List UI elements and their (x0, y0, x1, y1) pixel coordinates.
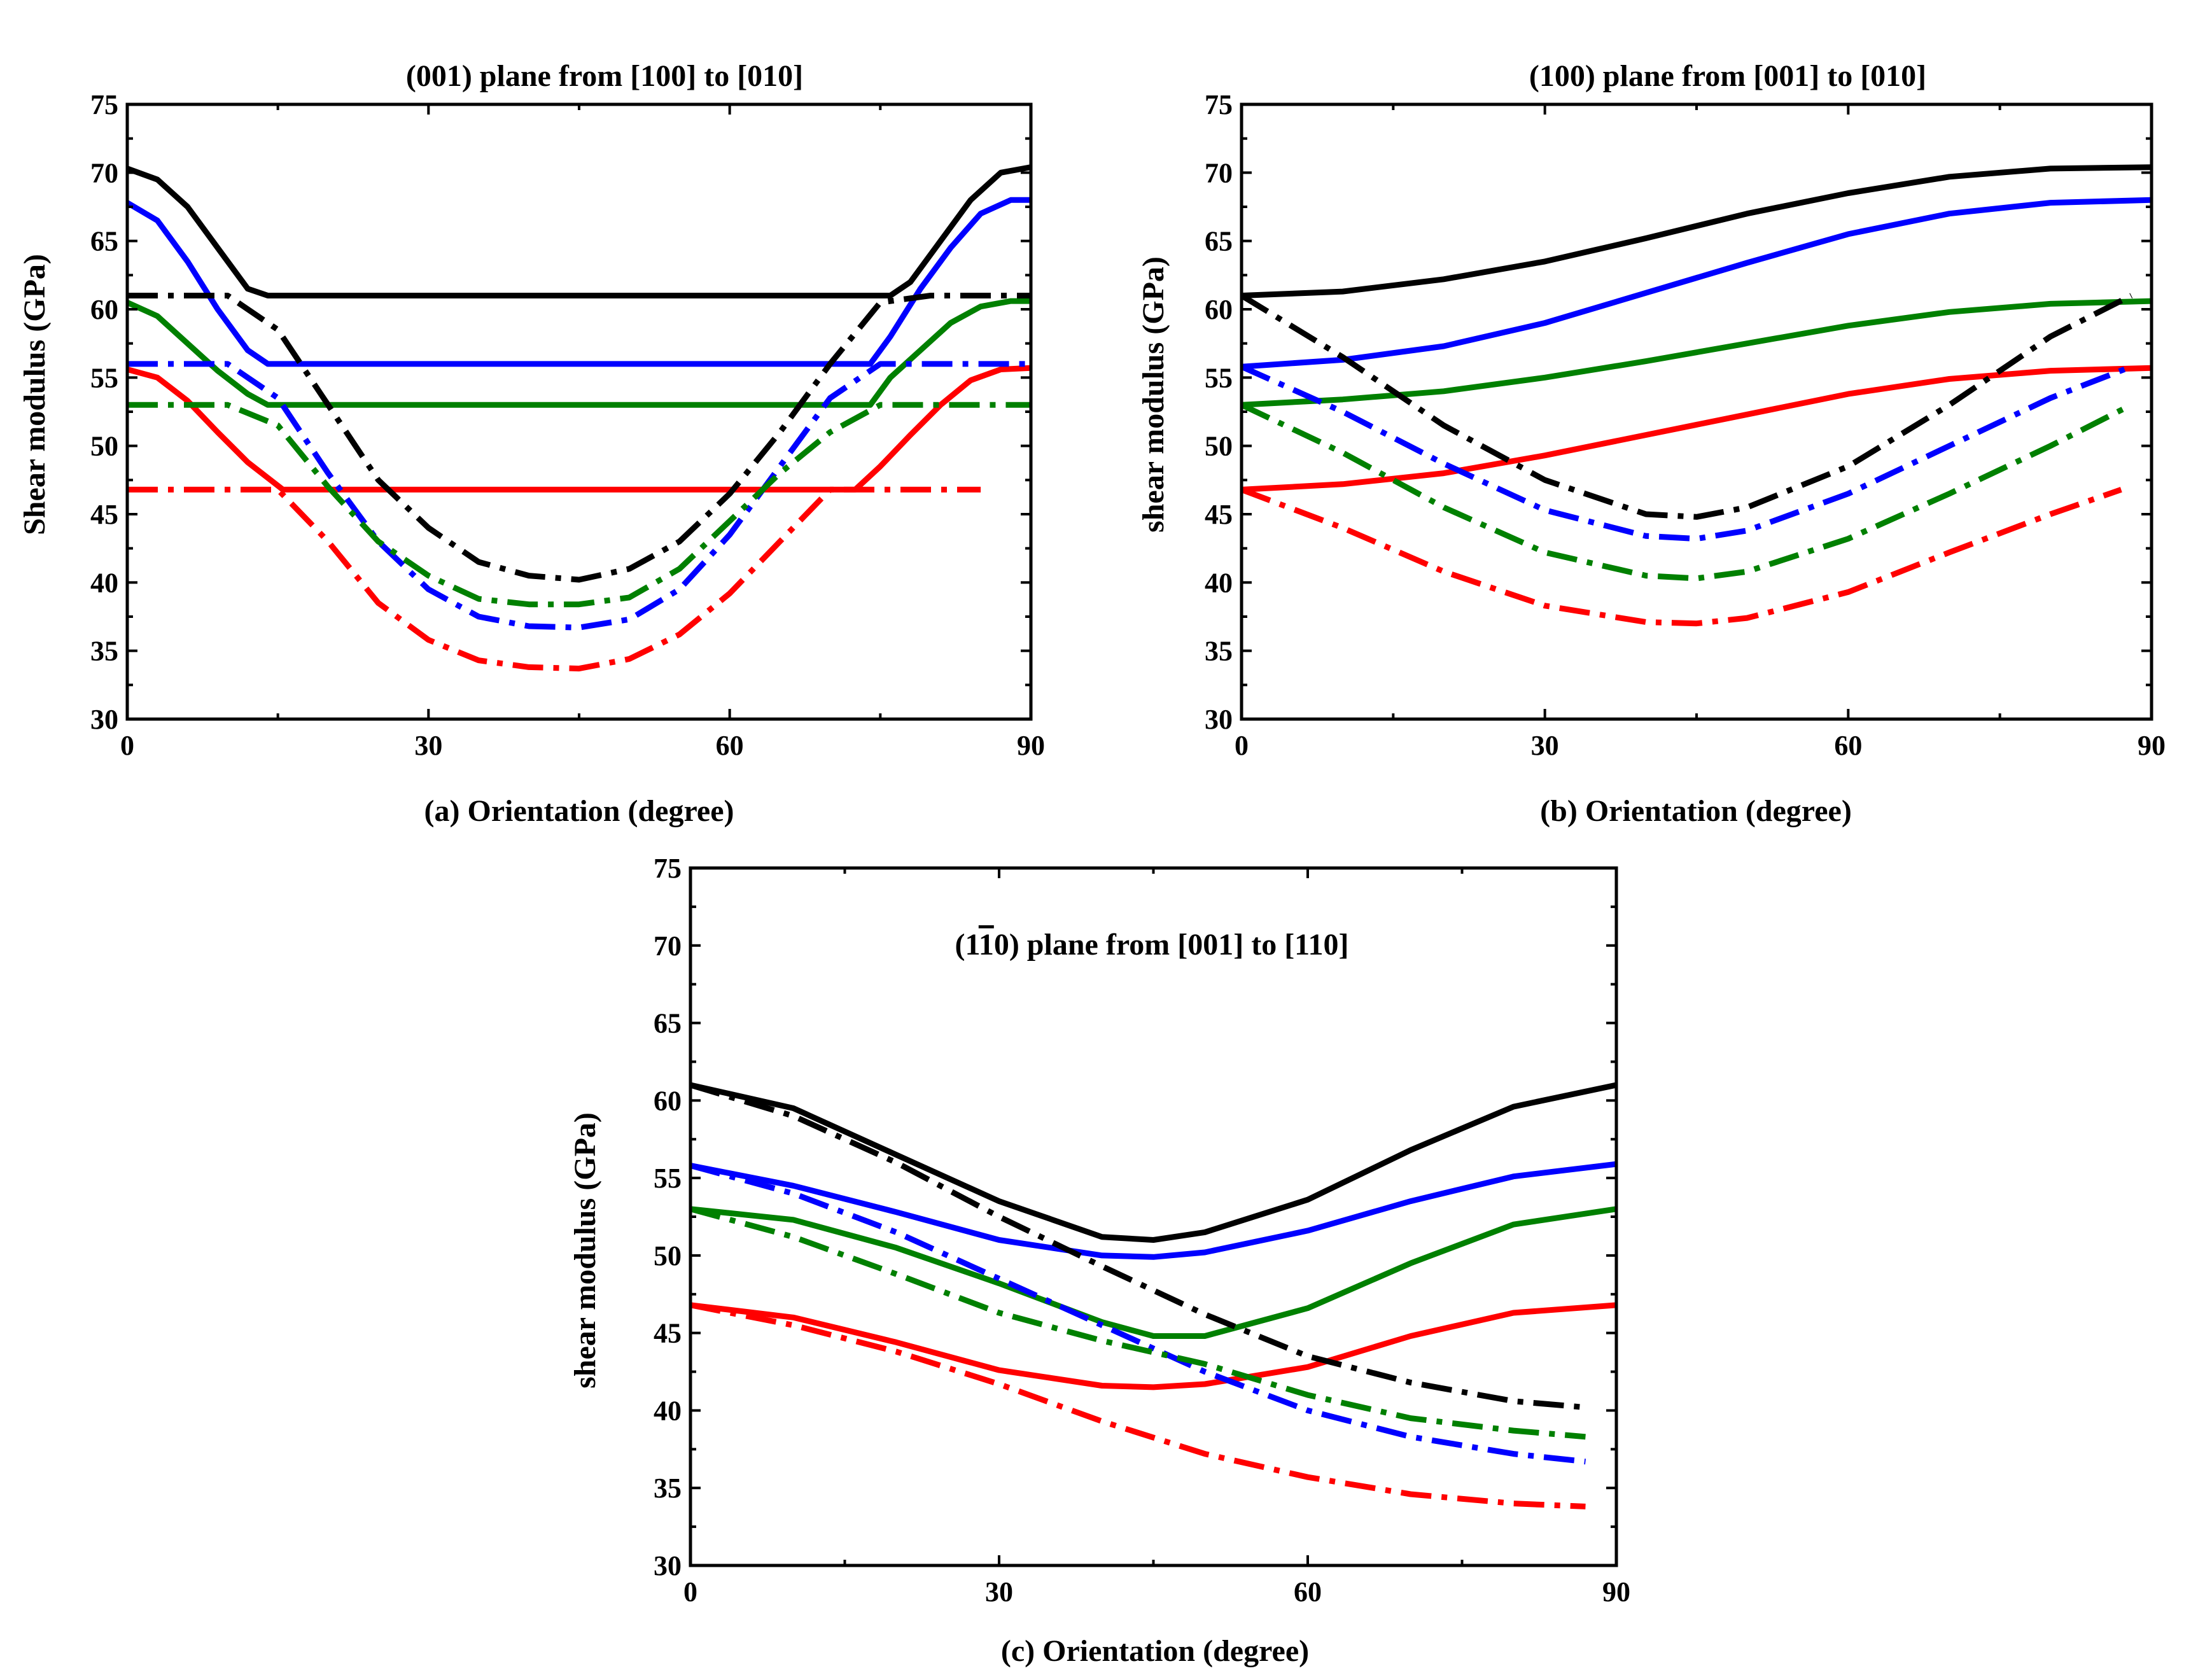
panel-a-ytick-label: 75 (90, 89, 118, 120)
panel-c-xtick-label: 90 (1602, 1576, 1630, 1607)
panel-c-ytick-label: 45 (654, 1318, 682, 1349)
panel-c-frame (689, 866, 1618, 1567)
panel-a-title: (001) plane from [100] to [010] (406, 59, 803, 93)
panel-c-xtick-label: 60 (1294, 1576, 1322, 1607)
panel-c-series-black-solid (690, 1082, 1616, 1243)
panel-a-ytick-label: 40 (90, 567, 118, 598)
panel-a-ylabel: Shear modulus (GPa) (18, 254, 52, 535)
panel-c-xlabel: (c) Orientation (degree) (1001, 1634, 1309, 1668)
panel-a-ytick-label: 35 (90, 636, 118, 667)
panel-b-ytick-label: 45 (1205, 499, 1233, 530)
panel-b-title: (100) plane from [001] to [010] (1529, 59, 1926, 93)
panel-a-series-blue-solid (127, 197, 1031, 367)
panel-a-series-green-dashdot (127, 402, 1031, 608)
panel-b-ylabel: shear modulus (GPa) (1137, 256, 1170, 533)
panel-a-ytick-label: 60 (90, 294, 118, 325)
panel-b-series-blue-solid (1242, 197, 2152, 370)
panel-a-xtick-label: 0 (120, 730, 134, 761)
panel-c-title-part-1: (1 (955, 928, 979, 962)
panel-a-xtick-label: 90 (1017, 730, 1045, 761)
panel-a-frame (125, 102, 1033, 721)
panel-a-series-group (127, 164, 1031, 672)
panel-b-xtick-label: 30 (1531, 730, 1559, 761)
panel-b-series-red-solid (1242, 365, 2152, 493)
panel-c-title-part-3: 0) plane from [001] to [110] (994, 928, 1349, 962)
panel-c-ytick-label: 60 (654, 1085, 682, 1116)
panel-c-title: (110) plane from [001] to [110] (955, 928, 1348, 962)
panel-c-series-red-solid (690, 1302, 1616, 1390)
panel-c-series-green-solid (690, 1206, 1616, 1339)
panel-c-xtick-label: 0 (683, 1576, 697, 1607)
panel-c-xtick-label: 30 (985, 1576, 1013, 1607)
panel-b-series-group (1242, 164, 2152, 627)
panel-a-series-green-solid (127, 298, 1031, 408)
panel-b-series-red-dashdot (1242, 487, 2122, 627)
panel-c-ytick-label: 50 (654, 1240, 682, 1271)
panel-a-xtick-label: 30 (414, 730, 442, 761)
panel-b-ytick-label: 35 (1205, 636, 1233, 667)
panel-a-series-black-dashdot (127, 293, 1031, 583)
panel-b-ytick-label: 70 (1205, 157, 1233, 188)
panel-c-ytick-label: 65 (654, 1008, 682, 1039)
panel-c-ytick-label: 40 (654, 1395, 682, 1426)
panel-c-series-group (690, 1082, 1616, 1509)
panel-b-xtick-label: 90 (2138, 730, 2166, 761)
panel-b-ytick-label: 55 (1205, 362, 1233, 393)
panel-a: (001) plane from [100] to [010] (a) Orie… (18, 59, 1045, 828)
panel-b-ytick-label: 40 (1205, 567, 1233, 598)
panel-c-ytick-label: 35 (654, 1473, 682, 1504)
panel-b-ytick-label: 60 (1205, 294, 1233, 325)
panel-c: (110) plane from [001] to [110] (c) Orie… (568, 853, 1630, 1668)
panel-a-ytick-label: 55 (90, 362, 118, 393)
panel-b-ytick-label: 30 (1205, 704, 1233, 735)
panel-c-series-green-dashdot (690, 1206, 1586, 1440)
panel-c-title-overbar-digit: 1 (979, 928, 994, 962)
panel-b-ytick-label: 50 (1205, 431, 1233, 462)
panel-b-ytick-label: 65 (1205, 226, 1233, 257)
panel-a-ytick-label: 45 (90, 499, 118, 530)
panel-c-ytick-label: 70 (654, 930, 682, 962)
panel-c-series-black-dashdot (690, 1082, 1586, 1411)
panel-a-ytick-label: 65 (90, 226, 118, 257)
panel-c-ytick-label: 30 (654, 1550, 682, 1581)
panel-b-series-blue-dashdot (1242, 364, 2132, 542)
panel-c-ytick-label: 75 (654, 853, 682, 884)
panel-a-series-blue-dashdot (127, 361, 1031, 631)
panel-b-ytick-label: 75 (1205, 89, 1233, 120)
panel-a-ytick-label: 70 (90, 157, 118, 188)
panel-b-series-black-solid (1242, 164, 2152, 298)
panel-b-series-green-solid (1242, 298, 2152, 408)
panel-b: (100) plane from [001] to [010] (b) Orie… (1137, 59, 2166, 828)
panel-c-ytick-label: 55 (654, 1163, 682, 1194)
panel-b-xtick-label: 0 (1235, 730, 1249, 761)
panel-c-series-blue-solid (690, 1161, 1616, 1260)
panel-b-xtick-label: 60 (1834, 730, 1862, 761)
panel-c-ylabel: shear modulus (GPa) (568, 1112, 602, 1389)
panel-c-series-blue-dashdot (690, 1163, 1586, 1465)
panel-c-series-red-dashdot (690, 1302, 1586, 1509)
panel-a-xtick-label: 60 (716, 730, 744, 761)
panel-b-xlabel: (b) Orientation (degree) (1540, 794, 1852, 828)
panel-a-series-red-dashdot (127, 486, 981, 672)
panel-a-ytick-label: 50 (90, 431, 118, 462)
panel-a-xlabel: (a) Orientation (degree) (424, 794, 734, 828)
panel-b-series-green-dashdot (1242, 402, 2133, 582)
panel-b-series-black-dashdot (1242, 293, 2133, 520)
panel-a-ytick-label: 30 (90, 704, 118, 735)
panel-a-series-black-solid (127, 164, 1031, 298)
